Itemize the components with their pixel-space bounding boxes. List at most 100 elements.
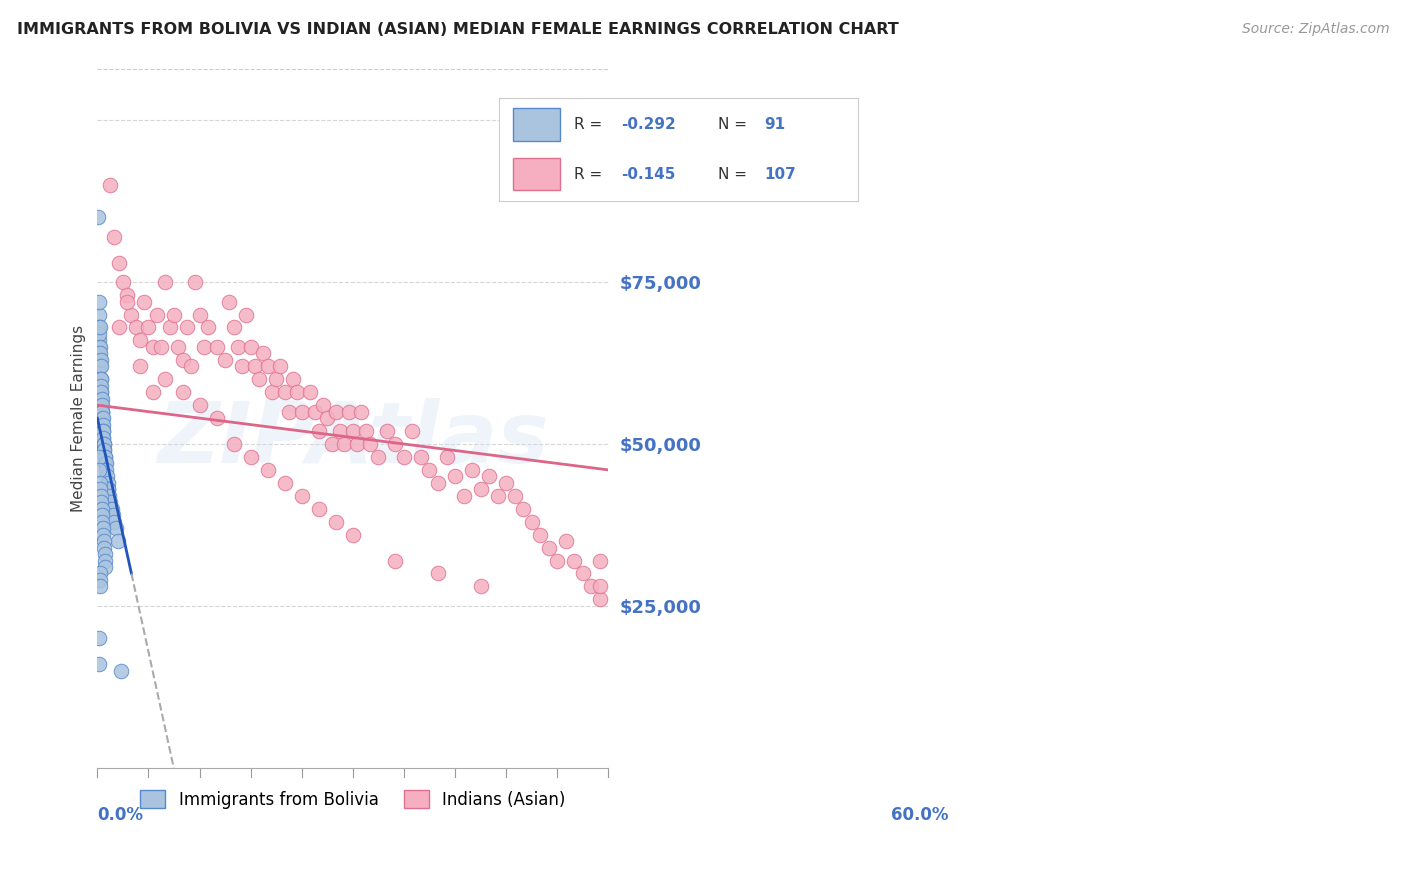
Point <box>89 340 111 354</box>
Point <box>427 475 450 490</box>
Point <box>537 541 560 555</box>
Point <box>172 352 194 367</box>
Text: R =: R = <box>575 117 607 132</box>
Point <box>418 463 440 477</box>
Point <box>89 372 111 386</box>
Point <box>316 411 339 425</box>
Point <box>120 308 142 322</box>
Point <box>486 489 509 503</box>
Text: -0.145: -0.145 <box>621 167 675 182</box>
Point <box>90 411 112 425</box>
Point <box>90 378 112 392</box>
Point <box>98 178 121 192</box>
Point <box>562 553 585 567</box>
Point <box>235 308 257 322</box>
Point <box>325 515 347 529</box>
Point <box>142 340 165 354</box>
Point <box>89 346 111 360</box>
Point <box>89 573 111 587</box>
Point <box>91 417 114 432</box>
Point <box>291 404 314 418</box>
Point <box>89 346 111 360</box>
Point <box>167 340 190 354</box>
Text: R =: R = <box>575 167 607 182</box>
Point <box>97 483 120 497</box>
Point <box>589 579 612 593</box>
Point <box>359 437 381 451</box>
Point <box>512 501 534 516</box>
Point <box>103 515 125 529</box>
Point <box>90 392 112 406</box>
Point <box>384 437 406 451</box>
Point <box>346 437 368 451</box>
Point <box>89 566 111 581</box>
Point <box>90 359 112 374</box>
Y-axis label: Median Female Earnings: Median Female Earnings <box>72 325 86 512</box>
Point <box>89 320 111 334</box>
Point <box>520 515 543 529</box>
Point <box>252 346 274 360</box>
Point <box>375 424 398 438</box>
Point <box>89 483 111 497</box>
Text: IMMIGRANTS FROM BOLIVIA VS INDIAN (ASIAN) MEDIAN FEMALE EARNINGS CORRELATION CHA: IMMIGRANTS FROM BOLIVIA VS INDIAN (ASIAN… <box>17 22 898 37</box>
Point <box>529 527 551 541</box>
Point <box>91 411 114 425</box>
Point <box>283 372 305 386</box>
Text: 91: 91 <box>765 117 786 132</box>
FancyBboxPatch shape <box>513 109 560 141</box>
FancyBboxPatch shape <box>513 158 560 190</box>
Point <box>87 450 110 464</box>
Text: ZIPAtlas: ZIPAtlas <box>157 398 548 481</box>
Point <box>197 320 219 334</box>
Point <box>94 457 117 471</box>
Point <box>444 469 467 483</box>
Point <box>222 320 245 334</box>
Text: 107: 107 <box>765 167 796 182</box>
Point <box>89 463 111 477</box>
Point <box>409 450 432 464</box>
Point <box>90 489 112 503</box>
Point <box>105 521 128 535</box>
Point <box>91 424 114 438</box>
Point <box>93 547 115 561</box>
Point <box>90 372 112 386</box>
Point <box>264 372 287 386</box>
Point <box>312 398 335 412</box>
Point <box>93 534 115 549</box>
Point <box>107 534 129 549</box>
Point <box>138 320 160 334</box>
Point <box>461 463 484 477</box>
Point <box>97 483 120 497</box>
Point <box>333 437 356 451</box>
Point <box>91 431 114 445</box>
Point <box>243 359 266 374</box>
Point <box>87 334 110 348</box>
Point <box>93 437 115 451</box>
Point <box>89 378 111 392</box>
Point <box>231 359 253 374</box>
Point <box>188 308 211 322</box>
Point <box>129 334 152 348</box>
Point <box>269 359 291 374</box>
Point <box>589 592 612 607</box>
Point <box>495 475 517 490</box>
Point <box>239 450 262 464</box>
Point <box>87 211 110 225</box>
Point <box>478 469 501 483</box>
Point <box>129 359 152 374</box>
Point <box>91 424 114 438</box>
Point <box>91 527 114 541</box>
Point <box>89 320 111 334</box>
Point <box>278 404 301 418</box>
Point <box>273 475 295 490</box>
Point <box>101 508 124 523</box>
Point <box>172 385 194 400</box>
Point <box>98 489 121 503</box>
Point <box>91 508 114 523</box>
Point <box>354 424 377 438</box>
Point <box>124 320 146 334</box>
Point <box>222 437 245 451</box>
Point <box>350 404 373 418</box>
Point <box>337 404 360 418</box>
Point <box>90 398 112 412</box>
